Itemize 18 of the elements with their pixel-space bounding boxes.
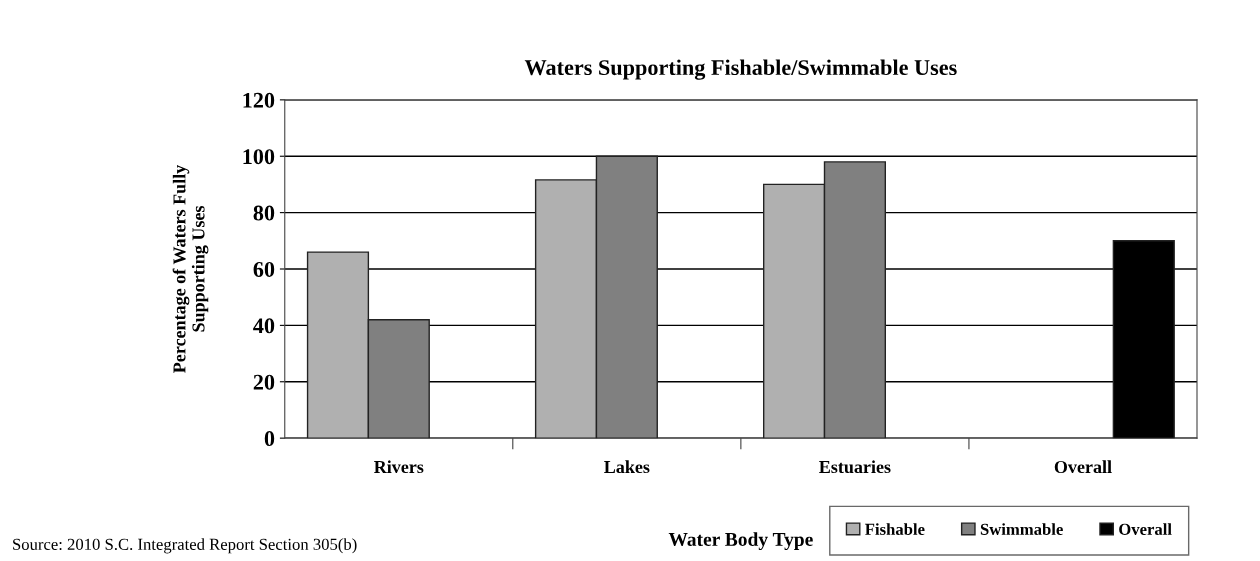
x-axis-title: Water Body Type — [668, 532, 813, 550]
source-note: Source: 2010 S.C. Integrated Report Section 305(b) — [13, 538, 357, 554]
legend-label: Swimmable — [980, 523, 1063, 535]
y-tick-label: 100 — [243, 149, 275, 165]
y-tick-label: 20 — [253, 374, 275, 390]
x-tick-label: Rivers — [374, 460, 424, 474]
y-axis-title: Percentage of Waters Fully Supporting Uses — [172, 164, 209, 373]
y-tick-label: 60 — [253, 261, 275, 277]
legend-label: Overall — [1119, 523, 1172, 535]
y-tick-label: 80 — [253, 205, 275, 221]
y-tick-label: 120 — [243, 92, 275, 108]
x-tick-label: Estuaries — [819, 460, 891, 474]
y-tick-label: 40 — [253, 318, 275, 334]
legend-label: Fishable — [865, 523, 925, 535]
y-tick-label: 0 — [264, 431, 275, 447]
chart-title: Waters Supporting Fishable/Swimmable Uses — [524, 59, 957, 80]
x-tick-label: Lakes — [604, 460, 650, 474]
x-tick-label: Overall — [1054, 460, 1112, 474]
